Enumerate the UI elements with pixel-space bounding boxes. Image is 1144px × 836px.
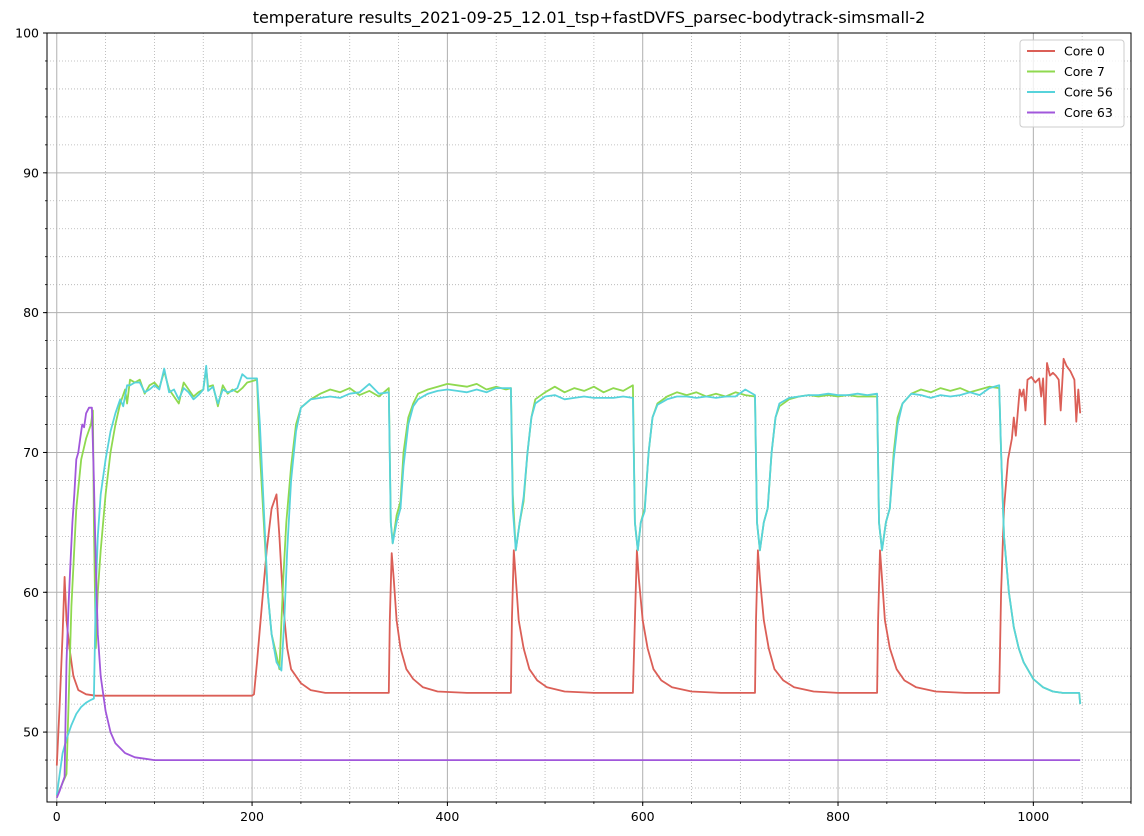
x-tick-label: 200	[240, 809, 264, 824]
x-tick-label: 1000	[1017, 809, 1049, 824]
legend-label: Core 0	[1064, 44, 1105, 59]
x-tick-label: 600	[631, 809, 655, 824]
x-tick-label: 400	[435, 809, 459, 824]
chart-title: temperature results_2021-09-25_12.01_tsp…	[253, 8, 926, 28]
y-tick-label: 80	[23, 305, 39, 320]
y-tick-label: 70	[23, 445, 39, 460]
legend-label: Core 63	[1064, 105, 1113, 120]
series-line-core-56	[55, 364, 1082, 796]
series-layer	[55, 357, 1082, 799]
legend-label: Core 7	[1064, 64, 1105, 79]
y-tick-label: 90	[23, 165, 39, 180]
legend-label: Core 56	[1064, 85, 1113, 100]
y-tick-label: 60	[23, 585, 39, 600]
legend: Core 0 Core 7 Core 56 Core 63	[1019, 39, 1125, 128]
y-tick-label: 100	[15, 26, 39, 41]
plot-frame	[46, 32, 1132, 803]
y-tick-label: 50	[23, 725, 39, 740]
axis-ticks: 0 200 400 600 800 1000 50 60 70 80 90 100	[15, 26, 1132, 824]
legend-frame	[1019, 39, 1125, 128]
series-line-core-63	[55, 406, 1081, 799]
x-tick-label: 0	[53, 809, 61, 824]
series-line-core-0	[55, 357, 1082, 766]
x-tick-label: 800	[826, 809, 850, 824]
major-grid	[47, 32, 1131, 802]
